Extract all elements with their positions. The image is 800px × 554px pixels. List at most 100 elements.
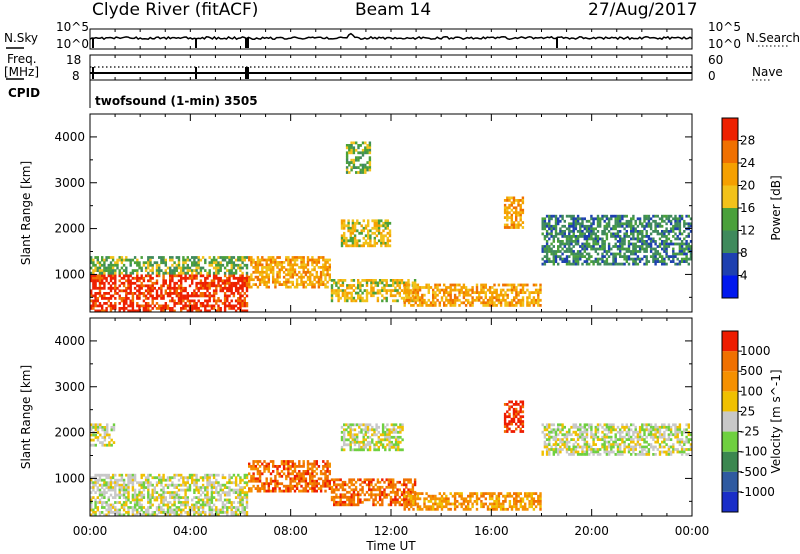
scatter-cell-p0-r8	[661, 262, 664, 266]
scatter-cell-p0-r8	[607, 242, 611, 246]
scatter-cell-p0-r8	[594, 232, 597, 236]
scatter-cell-p0-r0	[162, 274, 165, 278]
scatter-cell-p0-r7	[349, 234, 352, 238]
scatter-cell-p1-r0	[155, 506, 159, 509]
scatter-cell-p1-r0	[127, 481, 130, 485]
scatter-cell-p1-r0	[210, 491, 214, 494]
scatter-cell-p0-r6	[345, 171, 349, 174]
scatter-cell-p0-r0	[98, 274, 102, 278]
scatter-cell-p1-r3	[519, 497, 522, 501]
scatter-cell-p1-r0	[180, 503, 183, 507]
scatter-cell-p1-r0	[208, 506, 211, 509]
scatter-cell-p0-r2	[278, 263, 281, 267]
scatter-cell-p0-r1	[193, 269, 196, 272]
scatter-cell-p0-r4	[504, 293, 507, 297]
scatter-cell-p1-r0	[105, 508, 108, 512]
scatter-cell-p0-r2	[250, 278, 253, 282]
scatter-cell-p0-r0	[129, 289, 132, 293]
scatter-cell-p0-r4	[486, 298, 490, 302]
scatter-cell-p1-r3	[425, 492, 428, 495]
scatter-cell-p0-r3	[343, 296, 347, 300]
scatter-cell-p0-r5	[517, 203, 520, 207]
scatter-cell-p0-r4	[445, 304, 448, 307]
scatter-cell-p0-r0	[226, 299, 229, 303]
scatter-cell-p0-r8	[592, 262, 595, 266]
scatter-cell-p0-r1	[239, 266, 242, 270]
scatter-cell-p1-r3	[429, 500, 433, 503]
scatter-cell-p1-r0	[166, 486, 170, 489]
scatter-cell-p1-r0	[107, 496, 110, 499]
scatter-cell-p0-r4	[488, 304, 492, 307]
scatter-cell-p1-r3	[493, 505, 496, 509]
scatter-cell-p0-r8	[634, 245, 637, 248]
scatter-cell-p0-r3	[333, 281, 336, 285]
scatter-cell-p0-r1	[151, 263, 154, 267]
scatter-cell-p0-r8	[561, 214, 564, 218]
scatter-cell-p0-r3	[389, 279, 393, 282]
scatter-cell-p1-r1	[272, 479, 275, 483]
scatter-cell-p0-r2	[287, 273, 290, 277]
scatter-cell-p1-r0	[237, 491, 240, 494]
scatter-cell-p0-r0	[212, 276, 216, 280]
scatter-cell-p0-r8	[545, 250, 549, 253]
scatter-cell-p1-r5	[340, 425, 344, 429]
scatter-cell-p1-r1	[274, 477, 277, 481]
scatter-cell-p0-r8	[561, 240, 564, 243]
scatter-cell-p0-r4	[497, 293, 501, 297]
scatter-cell-p0-r8	[559, 214, 562, 218]
scatter-cell-p1-r0	[90, 491, 93, 494]
scatter-cell-p1-r1	[302, 479, 305, 483]
scatter-cell-p0-r0	[193, 274, 196, 278]
scatter-cell-p0-r4	[458, 298, 461, 302]
scatter-cell-p1-r0	[133, 476, 137, 480]
scatter-cell-p0-r4	[436, 288, 439, 292]
scatter-cell-p0-r2	[324, 263, 327, 267]
scatter-cell-p0-r8	[689, 224, 693, 228]
scatter-cell-p0-r0	[234, 284, 238, 288]
scatter-cell-p1-r1	[302, 489, 305, 493]
scatter-cell-p0-r0	[107, 274, 110, 278]
scatter-cell-p0-r4	[513, 288, 516, 292]
scatter-cell-p1-r4	[503, 430, 507, 433]
scatter-cell-p1-r0	[151, 491, 154, 494]
scatter-cell-p1-r4	[508, 400, 511, 404]
scatter-cell-p1-r1	[278, 489, 281, 493]
scatter-cell-p1-r0	[122, 478, 126, 482]
scatter-cell-p0-r3	[337, 299, 340, 303]
scatter-cell-p1-r2	[354, 488, 358, 492]
scatter-cell-p1-r5	[358, 440, 361, 444]
scatter-cell-p0-r1	[212, 271, 216, 275]
scatter-cell-p0-r5	[503, 208, 507, 212]
scatter-cell-p0-r2	[306, 263, 310, 267]
scatter-cell-p0-r7	[358, 221, 361, 225]
scatter-cell-p0-r8	[596, 230, 600, 233]
scatter-cell-p0-r1	[239, 256, 242, 259]
scatter-cell-p1-r0	[122, 493, 126, 497]
scatter-cell-p0-r0	[153, 297, 156, 300]
scatter-cell-p0-r3	[396, 281, 399, 285]
scatter-cell-p0-r0	[142, 276, 146, 280]
scatter-cell-p0-r2	[280, 261, 284, 264]
scatter-cell-p1-r1	[313, 465, 316, 468]
scatter-cell-p0-r0	[215, 276, 218, 280]
scatter-cell-p0-r3	[335, 294, 338, 298]
scatter-cell-p0-r8	[685, 222, 688, 226]
scatter-cell-p0-r3	[387, 284, 391, 287]
scatter-cell-p0-r0	[173, 292, 176, 295]
scatter-cell-p1-r5	[349, 425, 352, 429]
scatter-cell-p0-r2	[304, 266, 308, 269]
scatter-cell-p0-r5	[508, 211, 511, 215]
scatter-cell-p1-r1	[285, 462, 288, 466]
scatter-cell-p1-r1	[254, 479, 257, 483]
scatter-cell-p0-r8	[656, 252, 659, 256]
scatter-cell-p1-r1	[248, 479, 251, 483]
scatter-cell-p1-r0	[195, 511, 198, 514]
scatter-cell-p1-r4	[512, 410, 516, 414]
scatter-cell-p0-r4	[524, 291, 527, 294]
scatter-cell-p0-r0	[127, 281, 130, 285]
scatter-cell-p0-r4	[462, 291, 466, 294]
scatter-cell-p1-r1	[309, 472, 312, 476]
scatter-cell-p0-r8	[667, 230, 671, 233]
scatter-cell-p0-r8	[599, 222, 602, 226]
scatter-cell-p0-r2	[317, 285, 321, 289]
